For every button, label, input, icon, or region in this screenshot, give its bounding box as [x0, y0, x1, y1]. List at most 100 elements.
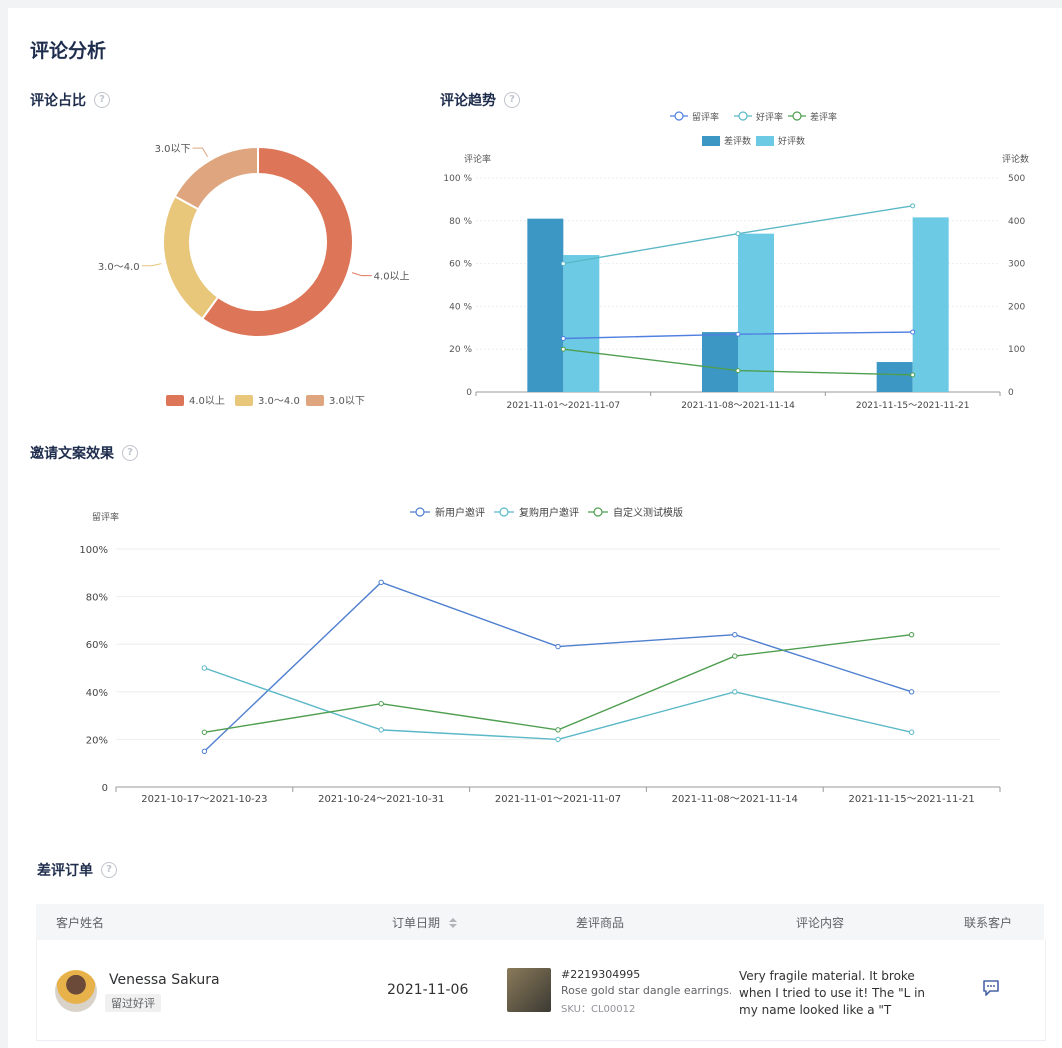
line-point-2-1 — [735, 368, 741, 374]
donut-slice-1 — [162, 194, 220, 321]
order-id: #2219304995 — [561, 968, 641, 981]
donut-label-1: 3.0～4.0 — [98, 262, 140, 273]
y-tick-label: 40% — [86, 688, 108, 699]
bar-0-2 — [876, 362, 913, 392]
donut-label-0: 4.0以上 — [374, 271, 410, 283]
donut-slice-2 — [173, 145, 259, 211]
y-right-tick: 500 — [1008, 174, 1025, 184]
series-point-0-1 — [378, 579, 384, 586]
donut-label-line-0 — [352, 272, 372, 277]
series-point-0-0 — [201, 748, 208, 754]
line-point-0-0 — [560, 336, 566, 341]
legend-marker-1 — [499, 507, 509, 517]
legend-label-0: 4.0以上 — [189, 395, 225, 407]
x-tick-label: 2021-11-01～2021-11-07 — [495, 794, 621, 805]
trend-section-title: 评论趋势 ? — [440, 90, 520, 110]
table-header: 客户姓名 订单日期 差评商品 评论内容 联系客户 — [36, 904, 1044, 940]
series-point-0-2 — [555, 643, 561, 650]
page-title: 评论分析 — [30, 40, 107, 62]
y-tick-label: 60% — [86, 640, 108, 651]
y-axis-right-label: 评论数 — [1002, 153, 1029, 165]
col-contact: 联系客户 — [964, 916, 1013, 930]
series-point-2-2 — [555, 727, 561, 733]
line-legend-label-0: 留评率 — [692, 111, 719, 123]
line-legend-label-1: 好评率 — [756, 111, 783, 123]
order-date: 2021-11-06 — [387, 982, 469, 998]
x-tick-label: 2021-11-08～2021-11-14 — [681, 401, 795, 411]
line-point-2-0 — [560, 346, 566, 352]
series-point-2-0 — [201, 729, 208, 735]
bar-legend-label-1: 好评数 — [778, 135, 805, 147]
bar-legend-swatch-0 — [702, 136, 720, 146]
table-row[interactable]: Venessa Sakura 留过好评 2021-11-06 #22193049… — [36, 940, 1046, 1041]
series-point-2-1 — [378, 701, 384, 707]
review-tag: 留过好评 — [105, 994, 161, 1012]
donut-label-2: 3.0以下 — [155, 144, 191, 155]
series-point-2-3 — [732, 653, 738, 659]
y-tick-label: 20% — [86, 735, 108, 746]
donut-slice-0 — [200, 145, 354, 338]
help-icon[interactable]: ? — [101, 862, 117, 878]
y-axis-left-label: 评论率 — [464, 153, 491, 165]
line-point-0-2 — [910, 329, 916, 335]
line-legend-marker-1 — [738, 111, 748, 121]
bad-orders-title: 差评订单 — [37, 863, 93, 879]
legend-marker-0 — [415, 507, 425, 517]
series-point-0-3 — [732, 631, 738, 638]
ratio-title: 评论占比 — [30, 93, 86, 109]
comment-text: Very fragile material. It broke when I t… — [739, 969, 926, 1017]
line-legend-marker-2 — [792, 111, 802, 121]
message-icon[interactable] — [981, 978, 1001, 998]
legend-swatch-2 — [306, 395, 324, 406]
line-legend-label-2: 差评率 — [810, 111, 837, 123]
page: 评论分析 评论占比 ? 4.0以上 3.0～4.0 3.0以下 4.0以上 3.0～4.… — [8, 8, 1062, 1048]
product-sku: SKU：CL00012 — [561, 1004, 636, 1015]
y-tick-label: 0 — [102, 783, 108, 794]
help-icon[interactable]: ? — [504, 92, 520, 108]
col-comment: 评论内容 — [796, 916, 845, 930]
y-left-tick: 40 % — [449, 302, 472, 312]
bad-orders-section-title: 差评订单 ? — [37, 860, 117, 880]
y-left-tick: 80 % — [449, 217, 472, 227]
invite-section-title: 邀请文案效果 ? — [30, 443, 138, 463]
series-point-1-1 — [378, 727, 384, 733]
series-point-1-3 — [732, 689, 738, 695]
y-left-tick: 100 % — [443, 174, 472, 184]
line-point-1-0 — [560, 261, 566, 267]
legend-swatch-1 — [235, 395, 253, 406]
y-right-tick: 100 — [1008, 345, 1025, 355]
col-date-label: 订单日期 — [392, 916, 441, 930]
rating-donut-chart: 4.0以上 3.0～4.0 3.0以下 4.0以上 3.0～4.0 3.0以下 — [98, 144, 410, 407]
series-point-1-0 — [201, 665, 208, 671]
donut-label-line-2 — [192, 147, 209, 158]
product-title[interactable]: Rose gold star dangle earrings... — [561, 984, 731, 997]
line-point-2-2 — [910, 372, 916, 378]
bar-1-0 — [563, 255, 600, 392]
y-left-tick: 0 — [466, 388, 472, 398]
y-left-tick: 60 % — [449, 260, 472, 270]
invite-effect-chart: 新用户邀评 复购用户邀评 自定义测试模版 留评率 100% 80% 60% 40% 20% 0 20… — [79, 506, 1001, 805]
series-point-1-4 — [908, 729, 915, 735]
x-tick-label: 2021-11-01～2021-11-07 — [507, 401, 621, 411]
product-thumbnail — [507, 968, 551, 1012]
series-line-0 — [203, 581, 912, 752]
series-point-1-2 — [555, 736, 561, 743]
legend-label-1: 复购用户邀评 — [519, 506, 579, 519]
line-point-1-1 — [735, 231, 741, 237]
line-point-1-2 — [910, 203, 916, 209]
x-tick-label: 2021-10-17～2021-10-23 — [141, 794, 267, 805]
legend-label-0: 新用户邀评 — [435, 506, 485, 519]
sort-icon[interactable] — [448, 917, 458, 929]
customer-name: Venessa Sakura — [109, 972, 220, 988]
x-tick-label: 2021-11-08～2021-11-14 — [672, 794, 798, 805]
help-icon[interactable]: ? — [94, 92, 110, 108]
ratio-section-title: 评论占比 ? — [30, 90, 110, 110]
x-tick-label: 2021-11-15～2021-11-21 — [856, 401, 970, 411]
trend-title: 评论趋势 — [440, 93, 496, 109]
bar-1-1 — [738, 233, 774, 392]
bar-legend-swatch-1 — [756, 136, 774, 146]
help-icon[interactable]: ? — [122, 445, 138, 461]
y-right-tick: 400 — [1008, 217, 1025, 227]
avatar — [55, 970, 97, 1012]
col-date[interactable]: 订单日期 — [392, 914, 458, 931]
